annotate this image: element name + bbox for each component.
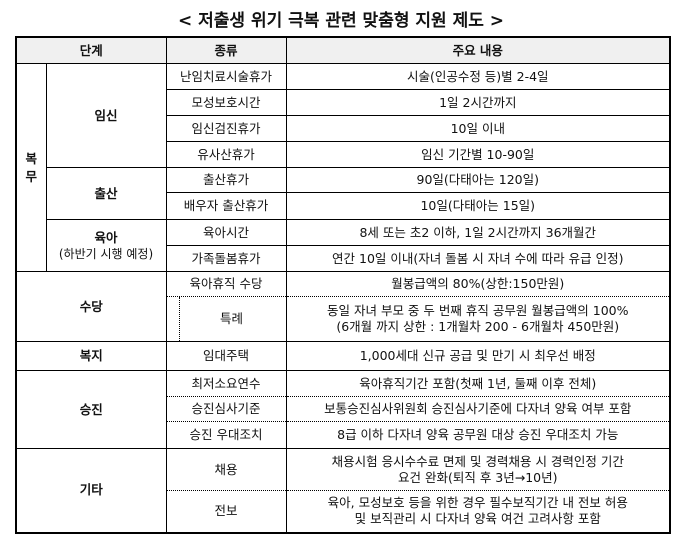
table-row: 승진 우대조치 8급 이하 다자녀 양육 공무원 대상 승진 우대조치 가능 [16,421,671,449]
page-title: < 저출생 위기 극복 관련 맞춤형 지원 제도 > [177,11,505,31]
table-row: 전보 육아, 모성보호 등을 위한 경우 필수보직기간 내 전보 허용 및 보직… [16,490,671,533]
header-row: 단계 종류 주요 내용 [15,36,671,64]
type-cell: 모성보호시간 [165,89,287,116]
content-line: 요건 완화(퇴직 후 3년→10년) [398,469,558,485]
type-cell: 육아시간 [165,219,287,246]
content-cell: 채용시험 응시수수료 면제 및 경력채용 시 경력인정 기간 요건 완화(퇴직 … [285,448,671,491]
category-other: 기타 [15,448,167,533]
content-cell: 90일(다태아는 120일) [285,167,671,193]
type-cell: 유사산휴가 [165,141,287,168]
table-row: 기타 채용 채용시험 응시수수료 면제 및 경력채용 시 경력인정 기간 요건 … [15,448,671,533]
content-cell: 보통승진심사위원회 승진심사기준에 다자녀 양육 여부 포함 [285,396,671,422]
type-cell: 출산휴가 [165,167,287,193]
header-content: 주요 내용 [285,36,671,64]
content-cell: 임신 기간별 10-90일 [285,141,671,168]
table-row: 승진심사기준 보통승진심사위원회 승진심사기준에 다자녀 양육 여부 포함 [16,396,671,422]
table-row: 가족돌봄휴가 연간 10일 이내(자녀 돌봄 시 자녀 수에 따라 유급 인정) [16,245,671,272]
content-line: 및 보직관리 시 다자녀 양육 여건 고려사항 포함 [354,511,601,527]
content-cell: 1일 2시간까지 [285,89,671,116]
table-row: 승진 최저소요연수 육아휴직기간 포함(첫째 1년, 둘째 이후 전체) [15,370,671,449]
table-row: 모성보호시간 1일 2시간까지 [16,89,671,116]
type-cell: 가족돌봄휴가 [165,245,287,272]
type-cell: 난임치료시술휴가 [165,63,287,90]
content-cell: 월봉급액의 80%(상한:150만원) [285,271,671,297]
group-birth: 출산 [45,167,167,220]
table-row: 출산 출산휴가 90일(다태아는 120일) [16,167,671,220]
category-bokmu: 복무 [15,63,47,272]
type-cell: 승진 우대조치 [165,421,287,449]
table-row: 배우자 출산휴가 10일(다태아는 15일) [16,192,671,220]
header-stage: 단계 [15,36,167,64]
content-cell: 육아, 모성보호 등을 위한 경우 필수보직기간 내 전보 허용 및 보직관리 … [285,490,671,533]
header-type: 종류 [165,36,287,64]
childcare-label: 육아 [94,229,118,245]
category-promotion: 승진 [15,370,167,449]
table-row: 육아 (하반기 시행 예정) 육아시간 8세 또는 초2 이하, 1일 2시간까… [16,219,671,272]
childcare-note: (하반기 시행 예정) [58,246,154,261]
type-cell: 채용 [165,448,287,491]
table-row: 유사산휴가 임신 기간별 10-90일 [16,141,671,168]
type-cell: 승진심사기준 [165,396,287,422]
content-cell: 시술(인공수정 등)별 2-4일 [285,63,671,90]
type-cell: 임대주택 [165,341,287,371]
content-line: 동일 자녀 부모 중 두 번째 휴직 공무원 월봉급액의 100% [327,303,629,318]
bokmu-label: 복무 [25,150,37,184]
category-allowance: 수당 [15,271,167,342]
table-row: 임신검진휴가 10일 이내 [16,115,671,142]
content-line: 육아, 모성보호 등을 위한 경우 필수보직기간 내 전보 허용 [327,495,628,511]
type-cell: 전보 [165,490,287,533]
type-cell: 육아휴직 수당 [165,271,287,297]
type-cell: 최저소요연수 [165,370,287,397]
type-cell: 배우자 출산휴가 [165,192,287,220]
table-row: 복무 임신 난임치료시술휴가 시술(인공수정 등)별 2-4일 [15,63,671,272]
content-cell: 10일 이내 [285,115,671,142]
group-pregnancy: 임신 [45,63,167,168]
content-cell: 8급 이하 다자녀 양육 공무원 대상 승진 우대조치 가능 [285,421,671,449]
content-cell: 8세 또는 초2 이하, 1일 2시간까지 36개월간 [285,219,671,246]
table-row: 특례 동일 자녀 부모 중 두 번째 휴직 공무원 월봉급액의 100% (6개… [16,296,671,342]
group-childcare: 육아 (하반기 시행 예정) [45,219,167,272]
content-cell: 10일(다태아는 15일) [285,192,671,220]
support-table: 단계 종류 주요 내용 복무 임신 난임치료시술휴가 시술(인공수정 등)별 2… [15,36,671,534]
content-line: (6개월 까지 상한 : 1개월차 200 - 6개월차 450만원) [336,319,620,334]
table-row: 수당 육아휴직 수당 월봉급액의 80%(상한:150만원) [15,271,671,342]
content-line: 채용시험 응시수수료 면제 및 경력채용 시 경력인정 기간 [331,453,624,469]
type-cell: 임신검진휴가 [165,115,287,142]
content-cell: 연간 10일 이내(자녀 돌봄 시 자녀 수에 따라 유급 인정) [285,245,671,272]
content-cell: 1,000세대 신규 공급 및 만기 시 최우선 배정 [285,341,671,371]
content-cell: 동일 자녀 부모 중 두 번째 휴직 공무원 월봉급액의 100% (6개월 까… [285,296,671,342]
content-cell: 육아휴직기간 포함(첫째 1년, 둘째 이후 전체) [285,370,671,397]
category-welfare: 복지 [15,341,167,371]
table-row: 복지 임대주택 1,000세대 신규 공급 및 만기 시 최우선 배정 [15,341,671,371]
type-cell: 특례 [165,296,287,342]
